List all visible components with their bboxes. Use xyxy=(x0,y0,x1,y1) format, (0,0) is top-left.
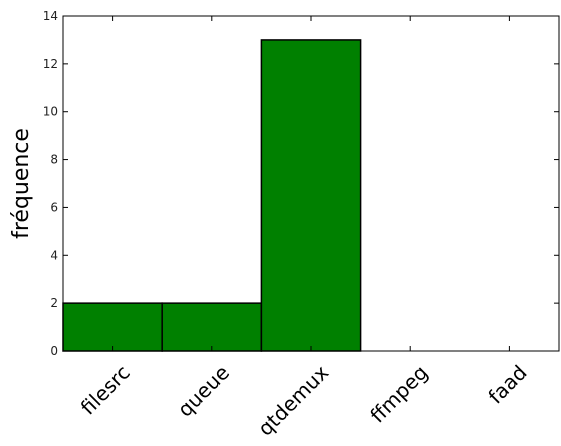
y-tick-label: 14 xyxy=(43,9,58,23)
bars-group xyxy=(62,39,362,352)
x-category-label: queue xyxy=(173,360,234,421)
bar-filesrc xyxy=(62,302,163,352)
y-tick-label: 2 xyxy=(50,296,58,310)
y-tick-label: 12 xyxy=(43,57,58,71)
y-ticks-group: 0 2 4 6 8 10 12 14 xyxy=(43,9,559,358)
y-tick-label: 10 xyxy=(43,105,58,119)
y-tick-label: 4 xyxy=(50,248,58,262)
plot-frame xyxy=(62,15,560,352)
y-tick-label: 8 xyxy=(50,153,58,167)
y-tick-label: 6 xyxy=(50,200,58,214)
x-category-label: ffmpeg xyxy=(365,360,432,427)
x-category-label: filesrc xyxy=(76,360,135,419)
bar-queue xyxy=(161,302,263,352)
x-category-label: faad xyxy=(483,360,531,408)
bar-qtdemux xyxy=(260,39,362,352)
x-category-label: qtdemux xyxy=(253,360,333,440)
y-axis-label: fréquence xyxy=(9,128,34,239)
y-tick-label: 0 xyxy=(50,344,58,358)
